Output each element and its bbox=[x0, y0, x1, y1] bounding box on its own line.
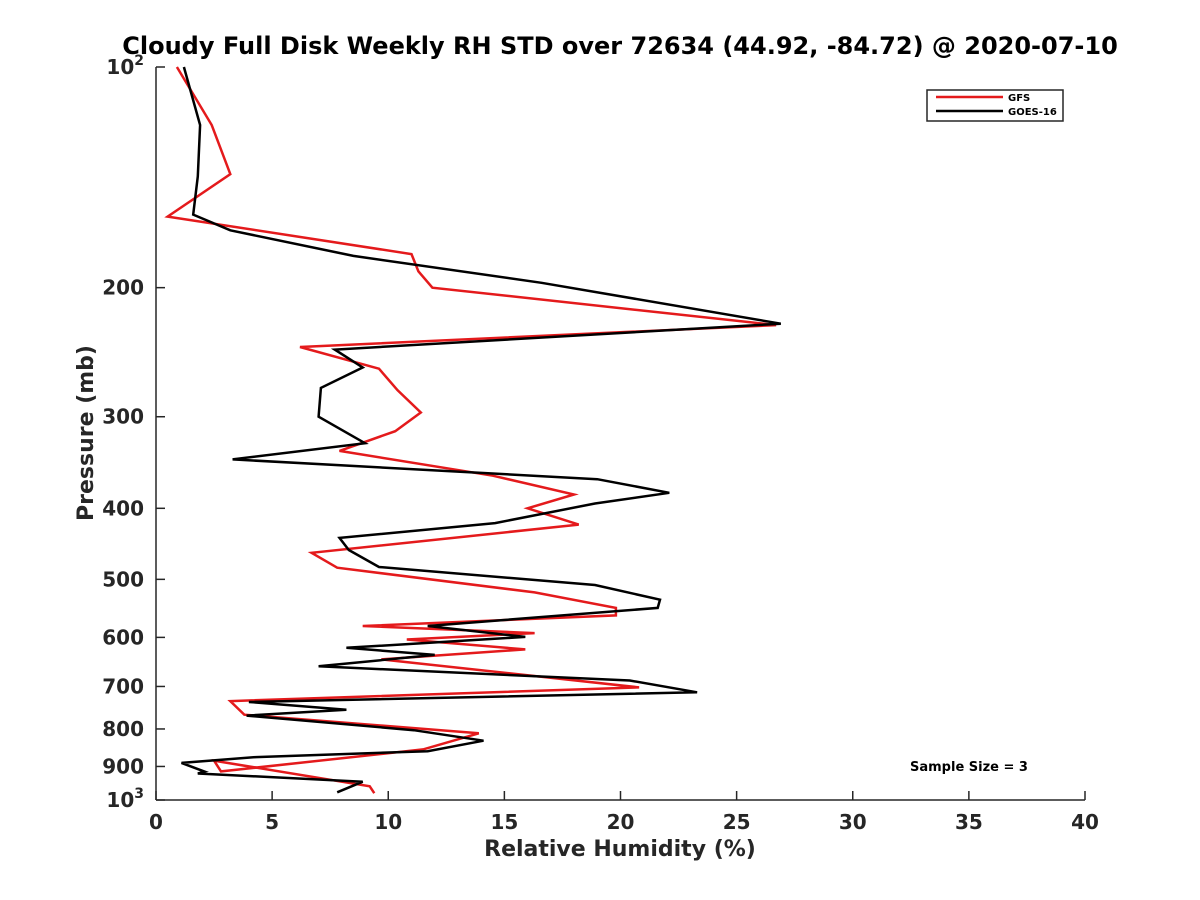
y-axis-label: Pressure (mb) bbox=[74, 345, 99, 521]
x-tick-label: 10 bbox=[374, 810, 402, 834]
sample-size-annotation: Sample Size = 3 bbox=[910, 760, 1028, 775]
y-tick-label: 800 bbox=[102, 717, 144, 741]
legend-box bbox=[926, 89, 1064, 122]
x-tick-label: 35 bbox=[955, 810, 983, 834]
x-ticks: 0 5 10 15 20 25 30 35 40 bbox=[149, 791, 1099, 834]
y-tick-label: 400 bbox=[102, 496, 144, 520]
x-tick-label: 20 bbox=[607, 810, 635, 834]
x-tick-label: 25 bbox=[723, 810, 751, 834]
x-tick-label: 5 bbox=[265, 810, 279, 834]
y-tick-label: 600 bbox=[102, 625, 144, 649]
y-tick-label: 300 bbox=[102, 405, 144, 429]
series-line-goes16 bbox=[181, 66, 782, 794]
x-axis-label: Relative Humidity (%) bbox=[484, 837, 756, 862]
legend-label-goes16: GOES-16 bbox=[1008, 107, 1057, 118]
series-line-gfs bbox=[164, 66, 777, 794]
x-tick-label: 40 bbox=[1071, 810, 1099, 834]
y-tick-label: 200 bbox=[102, 276, 144, 300]
x-tick-label: 0 bbox=[149, 810, 163, 834]
chart-title: Cloudy Full Disk Weekly RH STD over 7263… bbox=[122, 32, 1118, 60]
x-tick-label: 30 bbox=[839, 810, 867, 834]
legend: GFS GOES-16 bbox=[926, 89, 1064, 122]
x-tick-label: 15 bbox=[490, 810, 518, 834]
legend-label-gfs: GFS bbox=[1008, 93, 1030, 104]
y-tick-label: 500 bbox=[102, 567, 144, 591]
y-tick-label: 700 bbox=[102, 674, 144, 698]
series-layer bbox=[164, 66, 782, 794]
plot-area bbox=[156, 67, 1085, 800]
y-tick-label: 900 bbox=[102, 754, 144, 778]
